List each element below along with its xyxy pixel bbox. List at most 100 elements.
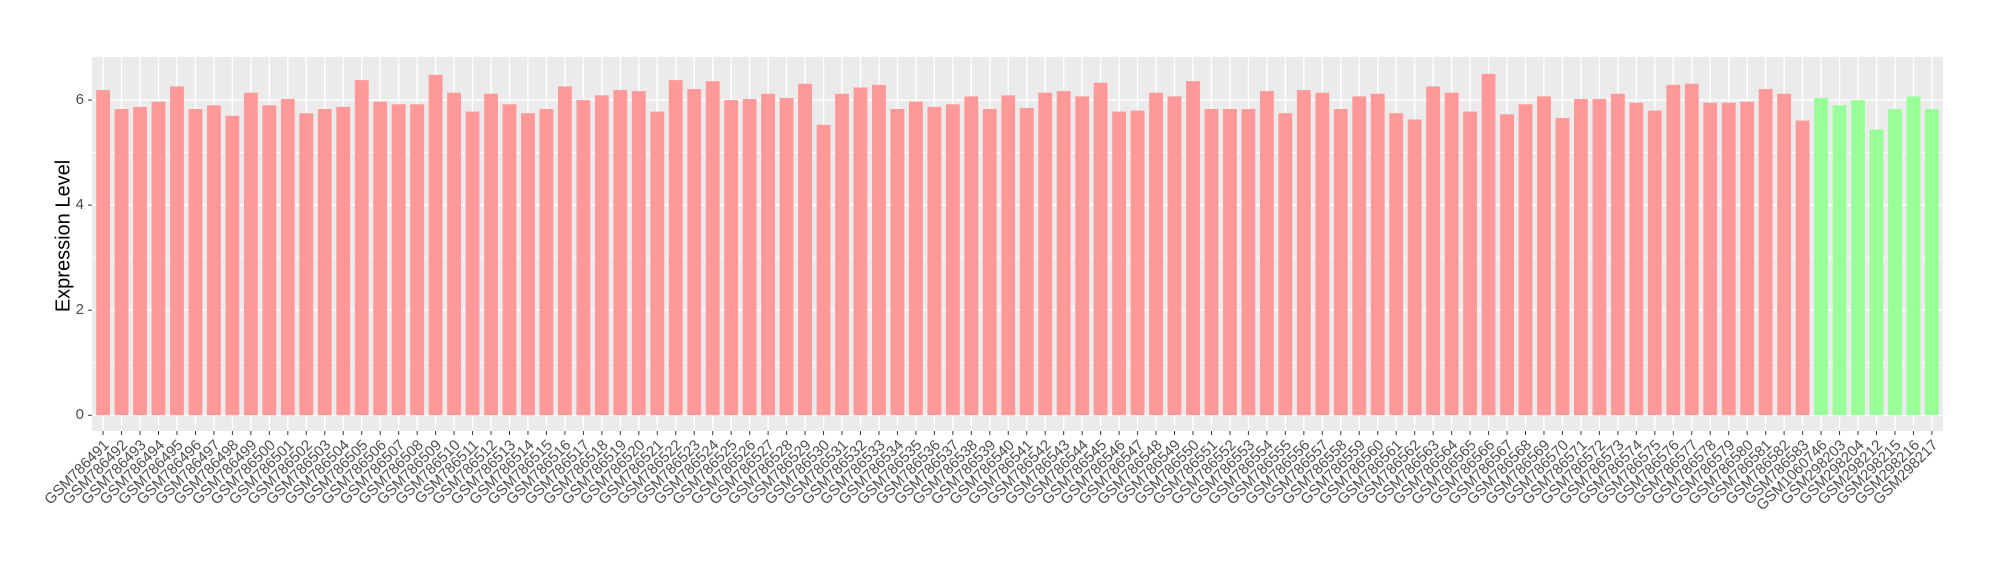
bar xyxy=(1019,107,1034,416)
bar xyxy=(1001,95,1016,416)
bar xyxy=(262,105,277,416)
bar xyxy=(188,109,203,416)
bar xyxy=(890,109,905,416)
bar xyxy=(1740,101,1755,416)
bar xyxy=(206,105,221,416)
bar xyxy=(631,91,646,416)
bar xyxy=(798,83,812,416)
bar xyxy=(1555,117,1570,416)
bar xyxy=(853,87,868,416)
bar xyxy=(668,80,683,416)
bar xyxy=(687,89,702,416)
bar xyxy=(484,93,498,416)
bar xyxy=(428,74,443,416)
bar xyxy=(1629,102,1644,416)
y-tick-label: 2 xyxy=(76,301,84,318)
bar xyxy=(447,92,461,416)
bar xyxy=(557,86,572,416)
bar xyxy=(964,96,979,416)
bar xyxy=(1296,90,1311,416)
bar xyxy=(539,109,554,416)
bar xyxy=(1426,86,1441,416)
bar xyxy=(133,106,147,416)
bar xyxy=(1093,82,1108,416)
bar xyxy=(1186,81,1200,416)
bar xyxy=(761,93,776,416)
bar xyxy=(1149,92,1163,416)
bar xyxy=(336,106,351,416)
bar xyxy=(1407,119,1422,416)
bar xyxy=(391,104,406,416)
bar xyxy=(982,109,997,416)
bar xyxy=(1075,96,1090,416)
bar xyxy=(373,101,388,416)
bar xyxy=(1333,109,1348,416)
bar xyxy=(1721,102,1736,416)
bar xyxy=(317,109,332,416)
bar xyxy=(114,109,129,416)
bar xyxy=(280,99,295,416)
bar xyxy=(299,113,314,416)
bar xyxy=(1444,92,1459,416)
bar xyxy=(1315,92,1330,416)
bar xyxy=(96,90,111,416)
bar xyxy=(1888,109,1902,416)
y-tick-label: 0 xyxy=(76,406,84,423)
bar xyxy=(1259,91,1274,416)
bar xyxy=(1592,99,1607,416)
bar xyxy=(576,100,591,416)
bar xyxy=(465,111,480,416)
bar xyxy=(1370,93,1385,416)
bar xyxy=(1241,109,1256,416)
bar xyxy=(1056,91,1071,416)
bar xyxy=(927,106,942,416)
bar xyxy=(945,104,960,416)
bar xyxy=(1924,109,1939,416)
bar xyxy=(742,99,757,416)
bar xyxy=(1204,109,1219,416)
bar xyxy=(170,86,184,416)
bar xyxy=(1223,109,1237,416)
bar xyxy=(594,95,609,416)
bar xyxy=(1112,111,1127,416)
bar xyxy=(1130,110,1145,416)
y-axis-title: Expression Level xyxy=(52,160,74,312)
bar xyxy=(724,100,739,416)
bar xyxy=(1463,111,1478,416)
bar xyxy=(1851,100,1865,416)
panel xyxy=(92,57,1943,431)
bar xyxy=(1647,110,1662,416)
bar xyxy=(1278,113,1293,416)
bar xyxy=(835,93,849,416)
bar xyxy=(872,84,886,416)
bar xyxy=(1703,102,1718,416)
bar xyxy=(1758,89,1773,416)
bar xyxy=(1481,73,1496,416)
bar xyxy=(225,115,240,416)
bar xyxy=(1038,92,1053,416)
bar xyxy=(1666,84,1681,416)
bar xyxy=(650,111,665,416)
bar xyxy=(1518,104,1533,416)
bar xyxy=(1537,96,1551,416)
bar xyxy=(1610,93,1625,416)
bar xyxy=(613,90,628,416)
y-tick-label: 6 xyxy=(76,91,84,108)
bar xyxy=(816,124,831,416)
bar xyxy=(1352,96,1367,416)
bar xyxy=(1777,93,1792,416)
bar xyxy=(1389,113,1404,416)
bar xyxy=(1795,120,1810,416)
bar xyxy=(779,97,794,416)
bar xyxy=(1869,129,1884,416)
bar xyxy=(1167,96,1182,416)
bar xyxy=(1832,105,1847,416)
y-tick-label: 4 xyxy=(76,196,84,213)
bar xyxy=(243,92,258,416)
bar xyxy=(502,104,517,416)
bar xyxy=(151,101,166,416)
bar xyxy=(908,101,923,416)
bar xyxy=(1500,114,1514,416)
bar xyxy=(410,104,425,416)
